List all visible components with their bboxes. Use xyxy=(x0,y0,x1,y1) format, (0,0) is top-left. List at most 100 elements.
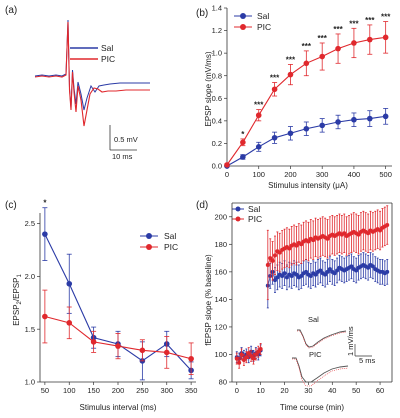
panel-b-x-tick-label: 200 xyxy=(284,170,297,179)
panel-c-x-tick-label: 200 xyxy=(112,386,125,395)
panel-d-pic-baseline-point xyxy=(237,360,242,365)
inset-pic-label: PIC xyxy=(309,350,322,359)
panel-d-pic-post-point xyxy=(287,246,292,251)
panel-b-sal-point xyxy=(351,116,357,123)
panel-c-significance-label: * xyxy=(43,199,47,208)
panel-b-x-tick-label: 100 xyxy=(252,170,265,179)
panel-d-sal-post-point xyxy=(366,265,371,270)
panel-d-label: (d) xyxy=(196,200,208,211)
trace-pic xyxy=(34,21,150,127)
panel-d-sal-post-point xyxy=(327,267,332,272)
panel-d-xlabel: Time course (min) xyxy=(280,403,344,412)
panel-b-y-tick-label: 1.4 xyxy=(212,4,222,13)
panel-d-x-tick-label: 0 xyxy=(235,386,239,395)
panel-c-pic-point xyxy=(188,355,194,362)
panel-b-sal-point xyxy=(240,154,246,160)
inset-d: Sal PIC 1 mV/ms 5 ms xyxy=(292,315,376,387)
panel-d-sal-post-point xyxy=(294,272,299,277)
panel-d-pic-post-point xyxy=(342,231,347,236)
panel-d-x-tick-label: 40 xyxy=(328,386,336,395)
panel-d-pic-post-point xyxy=(265,262,270,267)
panel-c-label: (c) xyxy=(5,200,17,211)
panel-c-pic-point xyxy=(163,349,170,356)
panel-b-pic-point xyxy=(366,36,373,43)
legend-d-pic-label: PIC xyxy=(248,214,262,224)
panel-c-sal-point xyxy=(42,231,48,237)
panel-a-label: (a) xyxy=(5,5,17,16)
panel-c-pic-point xyxy=(90,339,97,345)
panel-d-sal-post-point xyxy=(354,268,359,273)
panel-b-pic-point xyxy=(287,71,294,78)
legend-c-pic-marker xyxy=(146,244,152,250)
panel-d-sal-post-point xyxy=(284,275,289,280)
panel-c-x-tick-label: 250 xyxy=(136,386,149,395)
panel-c-y-tick-label: 2.0 xyxy=(25,272,35,281)
panel-c-pic-point xyxy=(115,343,121,349)
panel-c-pic-point xyxy=(139,347,146,354)
panel-b-y-tick-label: 0.0 xyxy=(212,162,222,171)
panel-d-pic-post-point xyxy=(378,228,383,233)
scalebar-a: 0.5 mV 10 ms xyxy=(109,125,138,161)
panel-d-pic-baseline-point xyxy=(249,353,254,358)
panel-d-sal-post-point xyxy=(318,268,323,273)
panel-b-y-tick-label: 0.2 xyxy=(212,139,222,148)
panel-d-sal-post-point xyxy=(325,269,330,274)
panel-d-sal-post-point xyxy=(332,271,337,276)
panel-b-significance-label: *** xyxy=(333,25,343,34)
inset-scalebar-y-label: 1 mV/ms xyxy=(346,326,355,356)
panel-c-pic-point xyxy=(42,313,48,320)
legend-c-pic-label: PIC xyxy=(164,242,178,252)
panel-d-y-tick-label: 100 xyxy=(214,350,227,359)
legend-b-pic-label: PIC xyxy=(257,22,271,32)
panel-b-sal-point xyxy=(303,125,310,132)
panel-b-sal-point xyxy=(366,115,373,122)
legend-b-sal-marker xyxy=(240,13,246,19)
panel-d-x-tick-label: 50 xyxy=(352,386,360,395)
panel-d-pic-post-point xyxy=(270,258,275,263)
panel-b-x-tick-label: 0 xyxy=(225,170,229,179)
panel-d-pic-baseline-point xyxy=(251,356,256,361)
panel-d-sal-post-point xyxy=(272,278,277,283)
inset-pic-trace xyxy=(292,357,349,383)
legend-c-sal-label: Sal xyxy=(164,231,176,241)
panel-b-pic-point xyxy=(224,162,230,168)
panel-d-sal-post-point xyxy=(275,275,280,280)
legend-a-pic-label: PIC xyxy=(101,54,115,64)
scalebar-a-x-label: 10 ms xyxy=(112,152,133,161)
panel-d-y-tick-label: 160 xyxy=(214,267,227,276)
panel-b-significance-label: *** xyxy=(254,101,264,110)
panel-d-pic-post-point xyxy=(356,232,361,237)
panel-d-pic-post-point xyxy=(366,231,371,236)
panel-b-x-tick-label: 400 xyxy=(348,170,361,179)
panel-c-x-tick-label: 50 xyxy=(41,386,49,395)
panel-b-x-tick-label: 500 xyxy=(379,170,392,179)
scalebar-a-y-label: 0.5 mV xyxy=(114,135,138,144)
panel-b-pic-point xyxy=(335,45,341,52)
panel-b-significance-label: *** xyxy=(302,42,312,51)
panel-d-sal-post-point xyxy=(289,273,294,278)
panel-b-y-tick-label: 1.0 xyxy=(212,49,222,58)
panel-b-plot: 0 100 200 300 400 500 0.0 0.2 0.4 0.6 0.8 1.0 1.2 1.4… xyxy=(212,4,392,179)
panel-b-y-tick-label: 0.6 xyxy=(212,94,222,103)
panel-d-x-tick-label: 20 xyxy=(280,386,288,395)
panel-d-pic-post-point xyxy=(272,253,277,258)
panel-c-ylabel: EPSP2/EPSP1 xyxy=(12,274,23,326)
panel-c-x-tick-label: 100 xyxy=(63,386,76,395)
panel-b-pic-point xyxy=(303,60,310,67)
inset-pic-trace-2 xyxy=(292,358,349,387)
panel-d-pic-baseline-point xyxy=(244,355,249,360)
panel-d-sal-post-point xyxy=(349,264,354,269)
panel-b-sal-point xyxy=(319,122,325,129)
panel-b-y-tick-label: 1.2 xyxy=(212,26,222,35)
inset-sal-trace xyxy=(297,329,347,348)
panel-d-sal-post-point xyxy=(335,268,340,273)
panel-d-pic-baseline-point xyxy=(258,346,263,351)
panel-c-plot: 50 100 150 200 250 300 350 1.0 1.5 2.0 2.5 * xyxy=(25,199,198,395)
panel-b-pic-point xyxy=(255,112,262,119)
panel-b-x-tick-label: 300 xyxy=(316,170,329,179)
panel-d-pic-post-point xyxy=(385,223,390,228)
panel-c-sal-point xyxy=(66,280,73,287)
panel-b-sal-point xyxy=(382,113,389,120)
panel-a: (a) Sal PIC 0.5 mV 10 ms xyxy=(5,5,150,161)
